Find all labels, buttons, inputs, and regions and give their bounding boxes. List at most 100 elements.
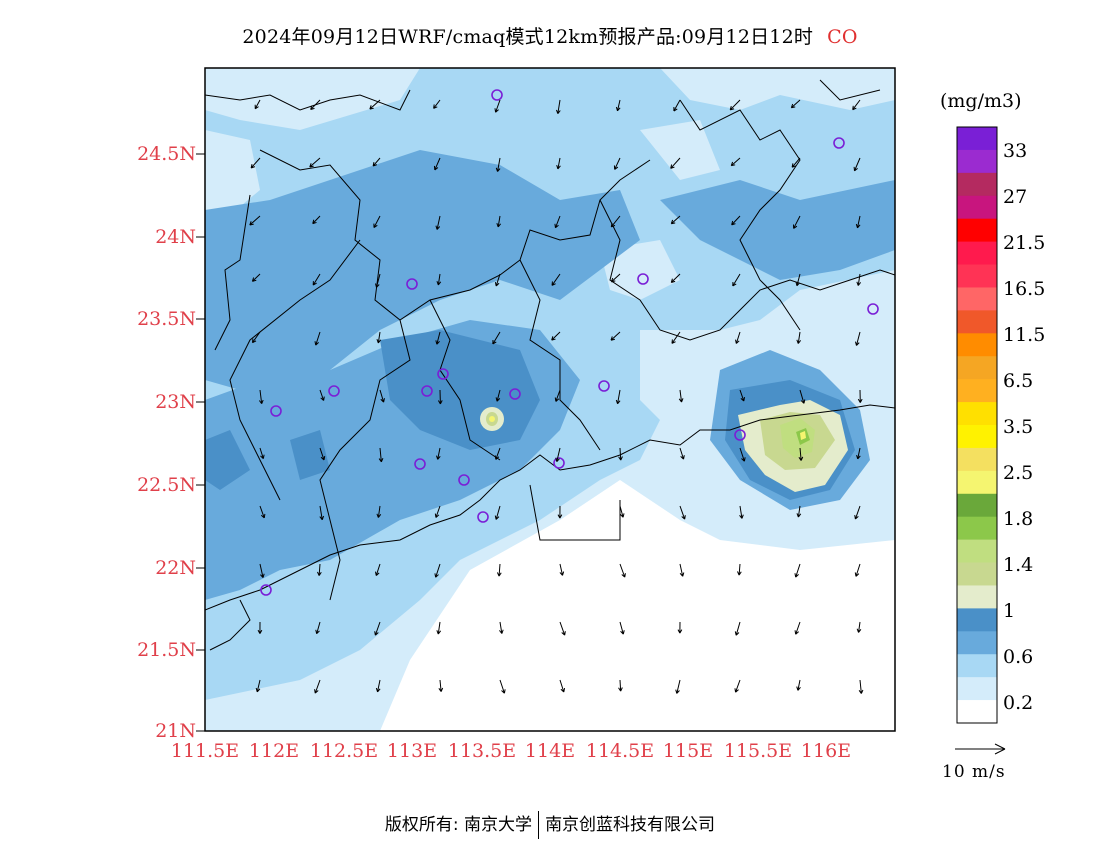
- wind-arrow: [494, 447, 501, 460]
- colorbar-label: 1.4: [1003, 554, 1034, 576]
- colorbar-label: 3.5: [1003, 416, 1034, 438]
- wind-arrow: [618, 679, 623, 692]
- colorbar-swatch: [957, 172, 997, 197]
- wind-arrow: [314, 679, 321, 694]
- wind-arrow: [436, 447, 441, 460]
- colorbar-label: 21.5: [1003, 232, 1046, 254]
- wind-arrow: [734, 679, 741, 693]
- wind-arrow: [610, 215, 621, 228]
- wind-arrow: [436, 621, 442, 635]
- lat-label: 23.5N: [137, 308, 196, 330]
- lat-label: 22.5N: [137, 474, 196, 496]
- lon-label: 112E: [248, 740, 300, 762]
- wind-arrow: [369, 99, 381, 110]
- wind-arrow: [794, 563, 801, 578]
- wind-arrow: [618, 447, 623, 461]
- wind-arrow: [858, 679, 864, 694]
- lon-label: 114.5E: [585, 740, 655, 762]
- concentration-field: [205, 68, 895, 731]
- wind-arrow: [554, 215, 561, 229]
- wind-arrow: [737, 563, 742, 576]
- wind-arrow: [374, 621, 381, 636]
- wind-arrow: [434, 505, 441, 518]
- wind-arrow: [677, 621, 683, 634]
- colorbar-label: 0.2: [1003, 692, 1034, 714]
- colorbar-frame: [956, 126, 998, 724]
- lat-label: 21N: [155, 720, 196, 742]
- wind-arrow: [257, 621, 263, 634]
- wind-arrow: [373, 215, 381, 228]
- lat-label: 23N: [155, 391, 196, 413]
- wind-arrow: [551, 331, 561, 341]
- footer-divider: [538, 811, 540, 839]
- lon-label: 116E: [800, 740, 852, 762]
- lon-label: 113.5E: [447, 740, 517, 762]
- wind-arrow: [856, 621, 862, 633]
- wind-arrow: [259, 447, 265, 459]
- wind-arrow: [679, 447, 685, 460]
- wind-arrow: [854, 505, 861, 520]
- wind-arrow: [856, 447, 861, 460]
- wind-arrow: [259, 505, 266, 519]
- colorbar-swatch: [957, 493, 997, 518]
- wind-arrow: [853, 157, 861, 172]
- wind-arrow: [551, 273, 561, 286]
- wind-arrow: [854, 563, 861, 577]
- wind-arrow: [559, 679, 566, 693]
- wind-arrow: [557, 505, 563, 519]
- copyright-right: 南京创蓝科技有限公司: [545, 815, 716, 835]
- wind-arrow: [619, 505, 625, 518]
- colorbar-swatch: [957, 356, 997, 380]
- wind-scale-arrow: [955, 743, 1006, 755]
- wind-arrow: [319, 447, 326, 461]
- wind-arrow: [610, 273, 621, 283]
- colorbar-swatch: [957, 470, 997, 495]
- lon-label: 114E: [524, 740, 576, 762]
- wind-arrow: [436, 273, 442, 286]
- wind-arrow: [796, 679, 801, 691]
- wind-arrow: [250, 157, 261, 169]
- colorbar-label: 1.8: [1003, 508, 1034, 530]
- wind-arrow: [499, 621, 504, 634]
- wind-arrow: [619, 563, 626, 578]
- colorbar-swatch: [957, 608, 997, 632]
- colorbar-swatch: [957, 516, 997, 541]
- wind-arrow: [251, 331, 261, 344]
- colorbar-swatch: [957, 195, 997, 220]
- wind-arrow: [799, 389, 806, 404]
- wind-arrow: [613, 157, 621, 170]
- wind-arrow: [673, 99, 681, 112]
- wind-arrow: [433, 157, 441, 171]
- wind-arrow: [494, 505, 501, 520]
- wind-arrow: [678, 389, 684, 403]
- wind-arrow: [438, 679, 444, 692]
- lat-ticks: [196, 153, 205, 732]
- wind-arrow: [375, 273, 381, 288]
- lat-label: 24N: [155, 226, 196, 248]
- wind-arrow: [855, 331, 861, 346]
- wind-arrow: [675, 679, 681, 694]
- wind-arrow: [254, 99, 261, 110]
- wind-arrow: [734, 621, 741, 636]
- wind-arrow: [670, 157, 681, 169]
- colorbar-swatch: [957, 127, 997, 151]
- wind-arrow: [793, 215, 801, 229]
- wind-arrow: [739, 389, 745, 402]
- wind-arrow: [499, 679, 506, 694]
- wind-arrow: [729, 99, 741, 111]
- wind-arrow: [494, 99, 501, 113]
- wind-arrow: [249, 215, 261, 226]
- lon-label: 115E: [662, 740, 714, 762]
- wind-arrow: [437, 389, 443, 405]
- wind-arrow: [619, 621, 625, 635]
- title-text: 2024年09月12日WRF/cmaq模式12km预报产品:09月12日12时: [242, 26, 814, 48]
- colorbar-label: 2.5: [1003, 462, 1034, 484]
- colorbar-swatch: [957, 379, 997, 403]
- wind-arrow: [319, 389, 325, 401]
- wind-arrow: [798, 447, 804, 461]
- wind-arrow: [494, 273, 501, 287]
- colorbar-swatch: [957, 677, 997, 701]
- colorbar-swatch: [957, 700, 997, 724]
- wind-arrow: [495, 389, 501, 402]
- wind-arrow: [376, 331, 382, 344]
